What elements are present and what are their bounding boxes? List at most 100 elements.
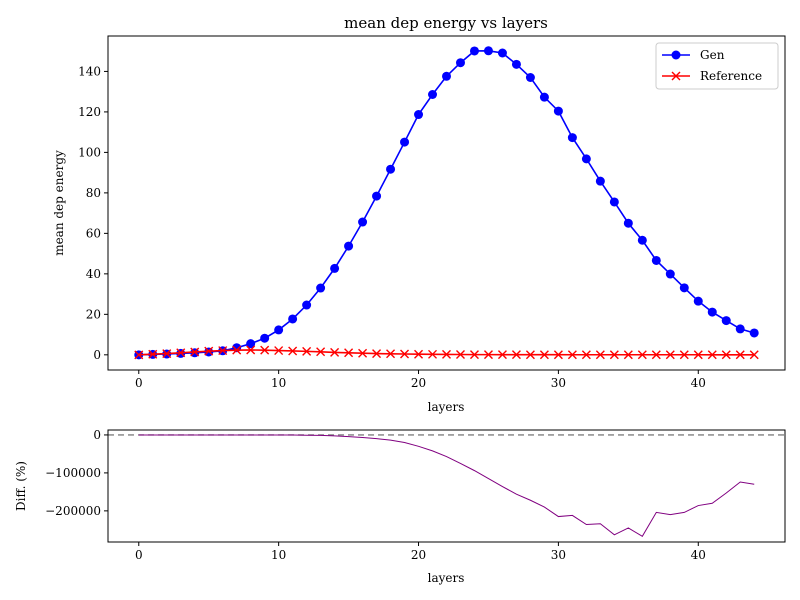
bottom-series-line-0 (138, 434, 755, 537)
reference-point (469, 350, 479, 360)
gen-point (679, 283, 689, 293)
reference-point (302, 346, 312, 356)
reference-point (637, 350, 647, 360)
reference-point (483, 350, 493, 360)
gen-point (330, 263, 340, 273)
gen-point (735, 324, 745, 334)
gen-point (274, 325, 284, 335)
gen-point (358, 217, 368, 227)
legend-reference-marker (671, 71, 681, 81)
gen-point (469, 46, 479, 56)
reference-point (525, 350, 535, 360)
reference-point (623, 350, 633, 360)
legend-gen-marker (671, 50, 681, 60)
gen-point (525, 72, 535, 82)
reference-point (553, 350, 563, 360)
gen-point (372, 191, 382, 201)
bottom-y-tick-label: 0 (93, 428, 101, 442)
gen-point (665, 269, 675, 279)
gen-point (721, 316, 731, 326)
chart-title: mean dep energy vs layers (344, 14, 548, 32)
reference-point (609, 350, 619, 360)
legend-gen-label: Gen (700, 48, 725, 62)
legend-reference-label: Reference (700, 69, 762, 83)
reference-point (428, 349, 438, 359)
gen-point (428, 90, 438, 100)
top-x-axis-label: layers (428, 400, 465, 414)
reference-point (595, 350, 605, 360)
gen-point (553, 106, 563, 116)
top-y-tick-label: 40 (86, 267, 101, 281)
bottom-panel: 0 10 20 30 40 0 −100000 −200000 layers Diff. (%… (14, 428, 786, 585)
top-y-tick-label: 120 (78, 105, 101, 119)
top-x-tick-label: 10 (271, 376, 286, 390)
gen-point (246, 339, 256, 349)
reference-point (358, 348, 368, 358)
top-y-tick-label: 20 (86, 307, 101, 321)
reference-point (218, 346, 228, 356)
gen-point (344, 241, 354, 251)
reference-point (162, 349, 172, 359)
gen-point (316, 283, 326, 293)
bottom-x-tick-label: 10 (271, 548, 286, 562)
top-panel: mean dep energy vs layers 0 10 20 30 40 0 20 40… (52, 14, 786, 414)
reference-point (204, 346, 214, 356)
top-y-axis-label: mean dep energy (52, 150, 66, 256)
reference-point (735, 350, 745, 360)
reference-point (665, 350, 675, 360)
reference-point (442, 349, 451, 359)
reference-point (651, 350, 661, 360)
top-y-tick-label: 0 (93, 348, 101, 362)
reference-point (707, 350, 717, 360)
reference-point (372, 349, 382, 359)
reference-point (455, 350, 465, 360)
gen-point (414, 110, 424, 120)
gen-point (595, 176, 605, 186)
legend: Gen Reference (655, 42, 779, 90)
reference-point (721, 350, 731, 360)
gen-point (511, 59, 521, 69)
top-x-tick-label: 30 (551, 376, 566, 390)
reference-point (134, 350, 144, 360)
bottom-x-tick-label: 30 (551, 548, 566, 562)
gen-point (386, 164, 396, 174)
gen-point (400, 137, 410, 147)
reference-point (693, 350, 703, 360)
top-plot-frame (107, 35, 786, 371)
gen-point (497, 48, 507, 58)
top-ticks: 0 10 20 30 40 0 20 40 60 80 100 120 140 (78, 64, 706, 390)
gen-point (260, 333, 270, 343)
bottom-x-tick-label: 0 (135, 548, 143, 562)
reference-point (511, 350, 521, 360)
reference-point (581, 350, 591, 360)
reference-point (497, 350, 507, 360)
reference-point (344, 348, 354, 358)
top-y-tick-label: 80 (86, 186, 101, 200)
reference-point (330, 347, 340, 357)
bottom-y-tick-label: −200000 (45, 504, 101, 518)
gen-point (623, 218, 633, 228)
reference-point (246, 345, 256, 355)
bottom-x-tick-label: 20 (411, 548, 426, 562)
top-series-line-0 (138, 49, 755, 356)
gen-point (302, 300, 312, 310)
bottom-y-tick-label: −100000 (45, 466, 101, 480)
gen-point (707, 307, 717, 317)
gen-point (637, 235, 647, 245)
top-y-tick-label: 100 (78, 145, 101, 159)
reference-point (749, 350, 759, 360)
reference-point (539, 350, 549, 360)
reference-point (400, 349, 410, 359)
gen-point (288, 314, 298, 324)
top-y-tick-label: 140 (78, 64, 101, 78)
gen-point (539, 92, 549, 102)
gen-point (651, 255, 661, 265)
gen-point (455, 58, 465, 68)
gen-point (442, 71, 451, 81)
bottom-x-tick-label: 40 (691, 548, 706, 562)
gen-point (567, 133, 577, 143)
bottom-plot-frame (107, 429, 786, 543)
gen-point (749, 328, 759, 338)
bottom-x-axis-label: layers (428, 571, 465, 585)
